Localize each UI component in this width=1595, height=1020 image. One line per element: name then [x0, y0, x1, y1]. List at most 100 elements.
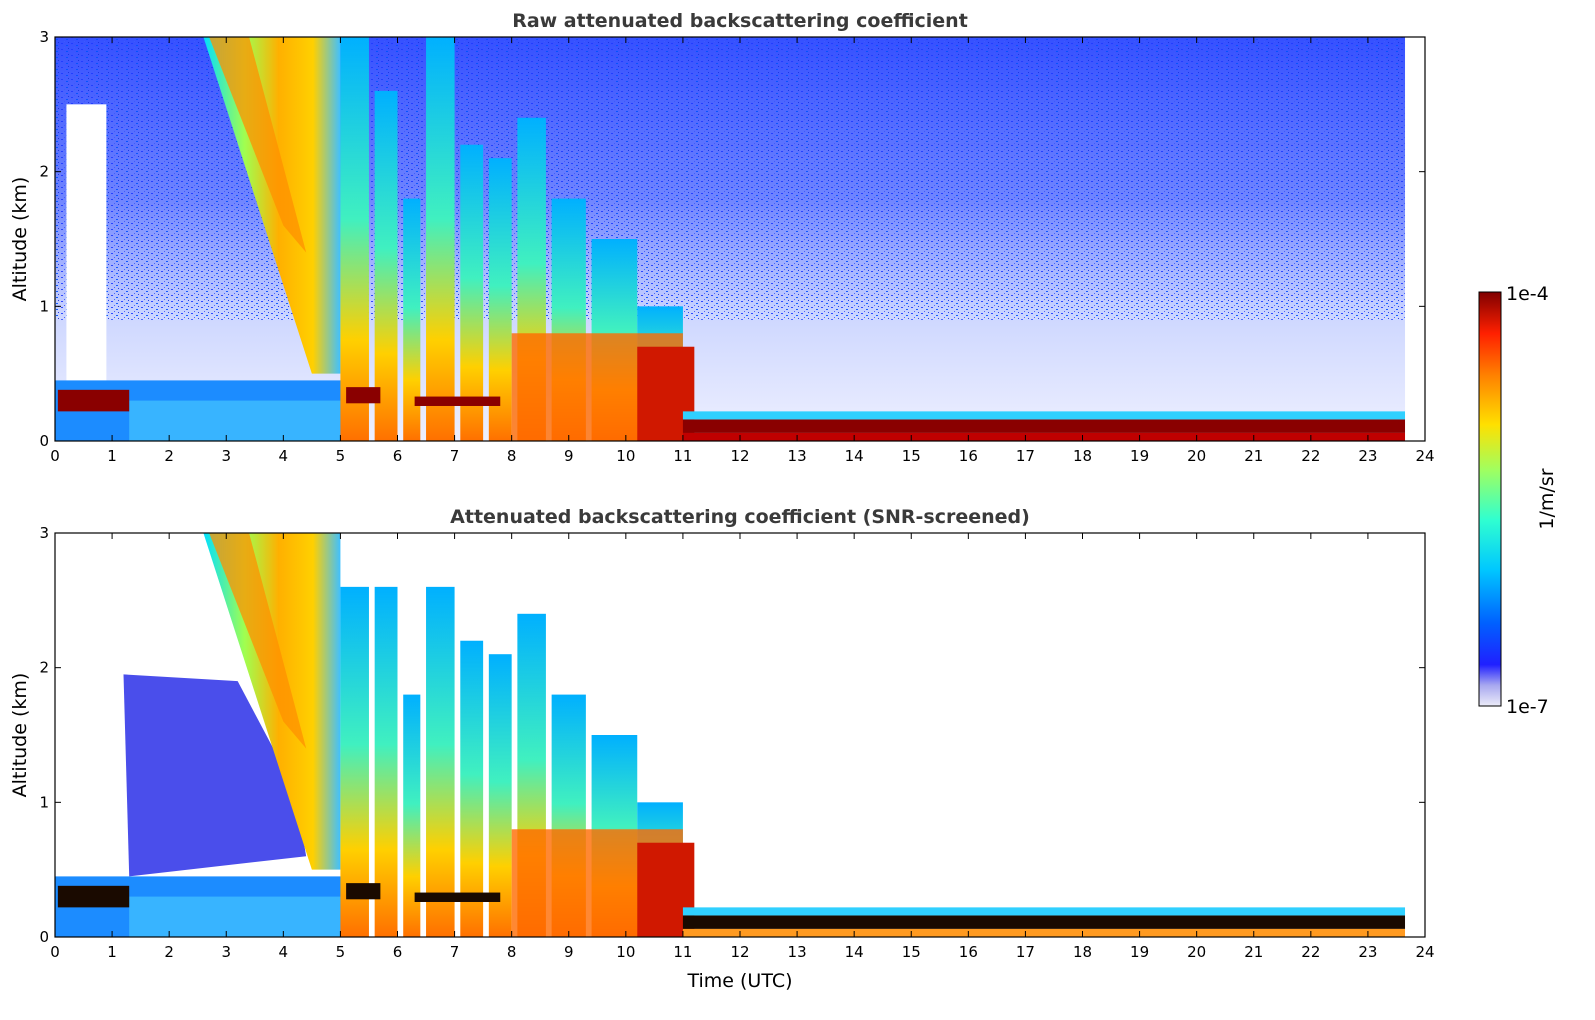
x-tick-label: 4: [279, 447, 289, 465]
x-tick-label: 2: [164, 447, 174, 465]
convective-column: [403, 694, 421, 937]
convective-column: [340, 586, 369, 937]
bl-base: [682, 928, 1406, 937]
x-tick-label: 1: [107, 447, 117, 465]
x-tick-label: 21: [1244, 447, 1263, 465]
colorbar-min-label: 1e-7: [1506, 696, 1549, 718]
x-tick-label: 15: [902, 943, 921, 961]
convective-column: [426, 586, 455, 937]
x-tick-label: 22: [1301, 943, 1320, 961]
precipitation-core: [209, 37, 307, 253]
x-tick-label: 3: [221, 447, 231, 465]
dense-layer: [414, 396, 501, 406]
precipitation-band: [203, 533, 341, 870]
colorbar-max-label: 1e-4: [1506, 283, 1549, 305]
convective-column: [426, 37, 455, 441]
y-tick-label: 1: [39, 793, 49, 811]
x-tick-label: 16: [959, 943, 978, 961]
x-tick-label: 6: [393, 447, 403, 465]
bl-top-edge: [682, 907, 1406, 916]
panel2-title: Attenuated backscattering coefficient (S…: [450, 506, 1030, 528]
convective-column: [460, 640, 484, 937]
x-tick-label: 3: [221, 943, 231, 961]
x-tick-label: 12: [730, 943, 749, 961]
x-tick-label: 16: [959, 447, 978, 465]
x-tick-label: 18: [1073, 943, 1092, 961]
x-tick-label: 9: [564, 447, 574, 465]
boundary-layer-lower: [129, 400, 341, 441]
x-tick-label: 0: [50, 943, 60, 961]
panel1-y-label: Altitude (km): [9, 177, 31, 302]
x-tick-label: 18: [1073, 447, 1092, 465]
y-tick-label: 3: [39, 28, 49, 46]
convective-column: [374, 90, 398, 441]
x-tick-label: 24: [1415, 447, 1434, 465]
x-tick-label: 1: [107, 943, 117, 961]
x-tick-label: 17: [1016, 943, 1035, 961]
x-tick-label: 2: [164, 943, 174, 961]
raw-backscatter-panel: Raw attenuated backscattering coefficien…: [9, 10, 1435, 465]
x-tick-label: 14: [845, 447, 864, 465]
blue-aerosol-region: [123, 674, 307, 877]
y-tick-label: 0: [39, 432, 49, 450]
x-tick-label: 8: [507, 447, 517, 465]
y-tick-label: 0: [39, 928, 49, 946]
convective-column: [488, 158, 512, 441]
panel1-title: Raw attenuated backscattering coefficien…: [512, 10, 968, 32]
panel2-y-label: Altitude (km): [9, 673, 31, 798]
x-tick-label: 10: [616, 447, 635, 465]
panel2-y-ticks: 0 1 2 3: [39, 524, 1425, 946]
x-tick-label: 19: [1130, 943, 1149, 961]
x-tick-label: 19: [1130, 447, 1149, 465]
x-tick-label: 0: [50, 447, 60, 465]
panel1-x-ticks: 0 1 2 3 4 5 6 7 8 9 10 11 12 13 14 15 16 17 18 19 20 21 22 23 24: [50, 37, 1435, 465]
x-tick-label: 17: [1016, 447, 1035, 465]
dense-layer: [414, 892, 501, 902]
x-tick-label: 15: [902, 447, 921, 465]
x-tick-label: 11: [673, 447, 692, 465]
x-tick-label: 7: [450, 447, 460, 465]
x-tick-label: 23: [1358, 447, 1377, 465]
x-tick-label: 13: [788, 943, 807, 961]
y-tick-label: 1: [39, 297, 49, 315]
x-tick-label: 21: [1244, 943, 1263, 961]
x-tick-label: 8: [507, 943, 517, 961]
convective-column: [340, 37, 369, 441]
x-tick-label: 9: [564, 943, 574, 961]
x-tick-label: 14: [845, 943, 864, 961]
panel2-x-label: Time (UTC): [686, 970, 792, 992]
x-tick-label: 7: [450, 943, 460, 961]
x-tick-label: 5: [336, 943, 346, 961]
dense-layer: [346, 883, 381, 900]
precipitation-band: [203, 37, 341, 374]
x-tick-label: 5: [336, 447, 346, 465]
colorbar: 1e-4 1e-7 1/m/sr: [1478, 283, 1558, 718]
convective-column: [403, 198, 421, 441]
x-tick-label: 20: [1187, 943, 1206, 961]
dense-layer: [682, 915, 1406, 929]
x-tick-label: 12: [730, 447, 749, 465]
convective-column: [488, 654, 512, 937]
colorbar-gradient: [1478, 291, 1502, 707]
panel1-heatmap: [55, 37, 1406, 442]
x-tick-label: 23: [1358, 943, 1377, 961]
panel1-y-ticks: 0 1 2 3: [39, 28, 1425, 450]
panel2-heatmap: [55, 533, 1406, 937]
screened-backscatter-panel: Attenuated backscattering coefficient (S…: [9, 506, 1435, 992]
precipitation-core: [209, 533, 307, 749]
clear-gap: [66, 104, 107, 381]
x-tick-label: 6: [393, 943, 403, 961]
dense-layer: [57, 885, 130, 908]
y-tick-label: 2: [39, 659, 49, 677]
dense-layer: [346, 387, 381, 404]
panel2-x-ticks: 0 1 2 3 4 5 6 7 8 9 10 11 12 13 14 15 16 17 18 19 20 21 22 23 24: [50, 533, 1435, 961]
x-tick-label: 11: [673, 943, 692, 961]
x-tick-label: 13: [788, 447, 807, 465]
x-tick-label: 20: [1187, 447, 1206, 465]
bl-top-edge: [682, 411, 1406, 420]
x-tick-label: 4: [279, 943, 289, 961]
colorbar-unit-label: 1/m/sr: [1536, 468, 1558, 529]
dense-layer: [57, 389, 130, 412]
y-tick-label: 3: [39, 524, 49, 542]
